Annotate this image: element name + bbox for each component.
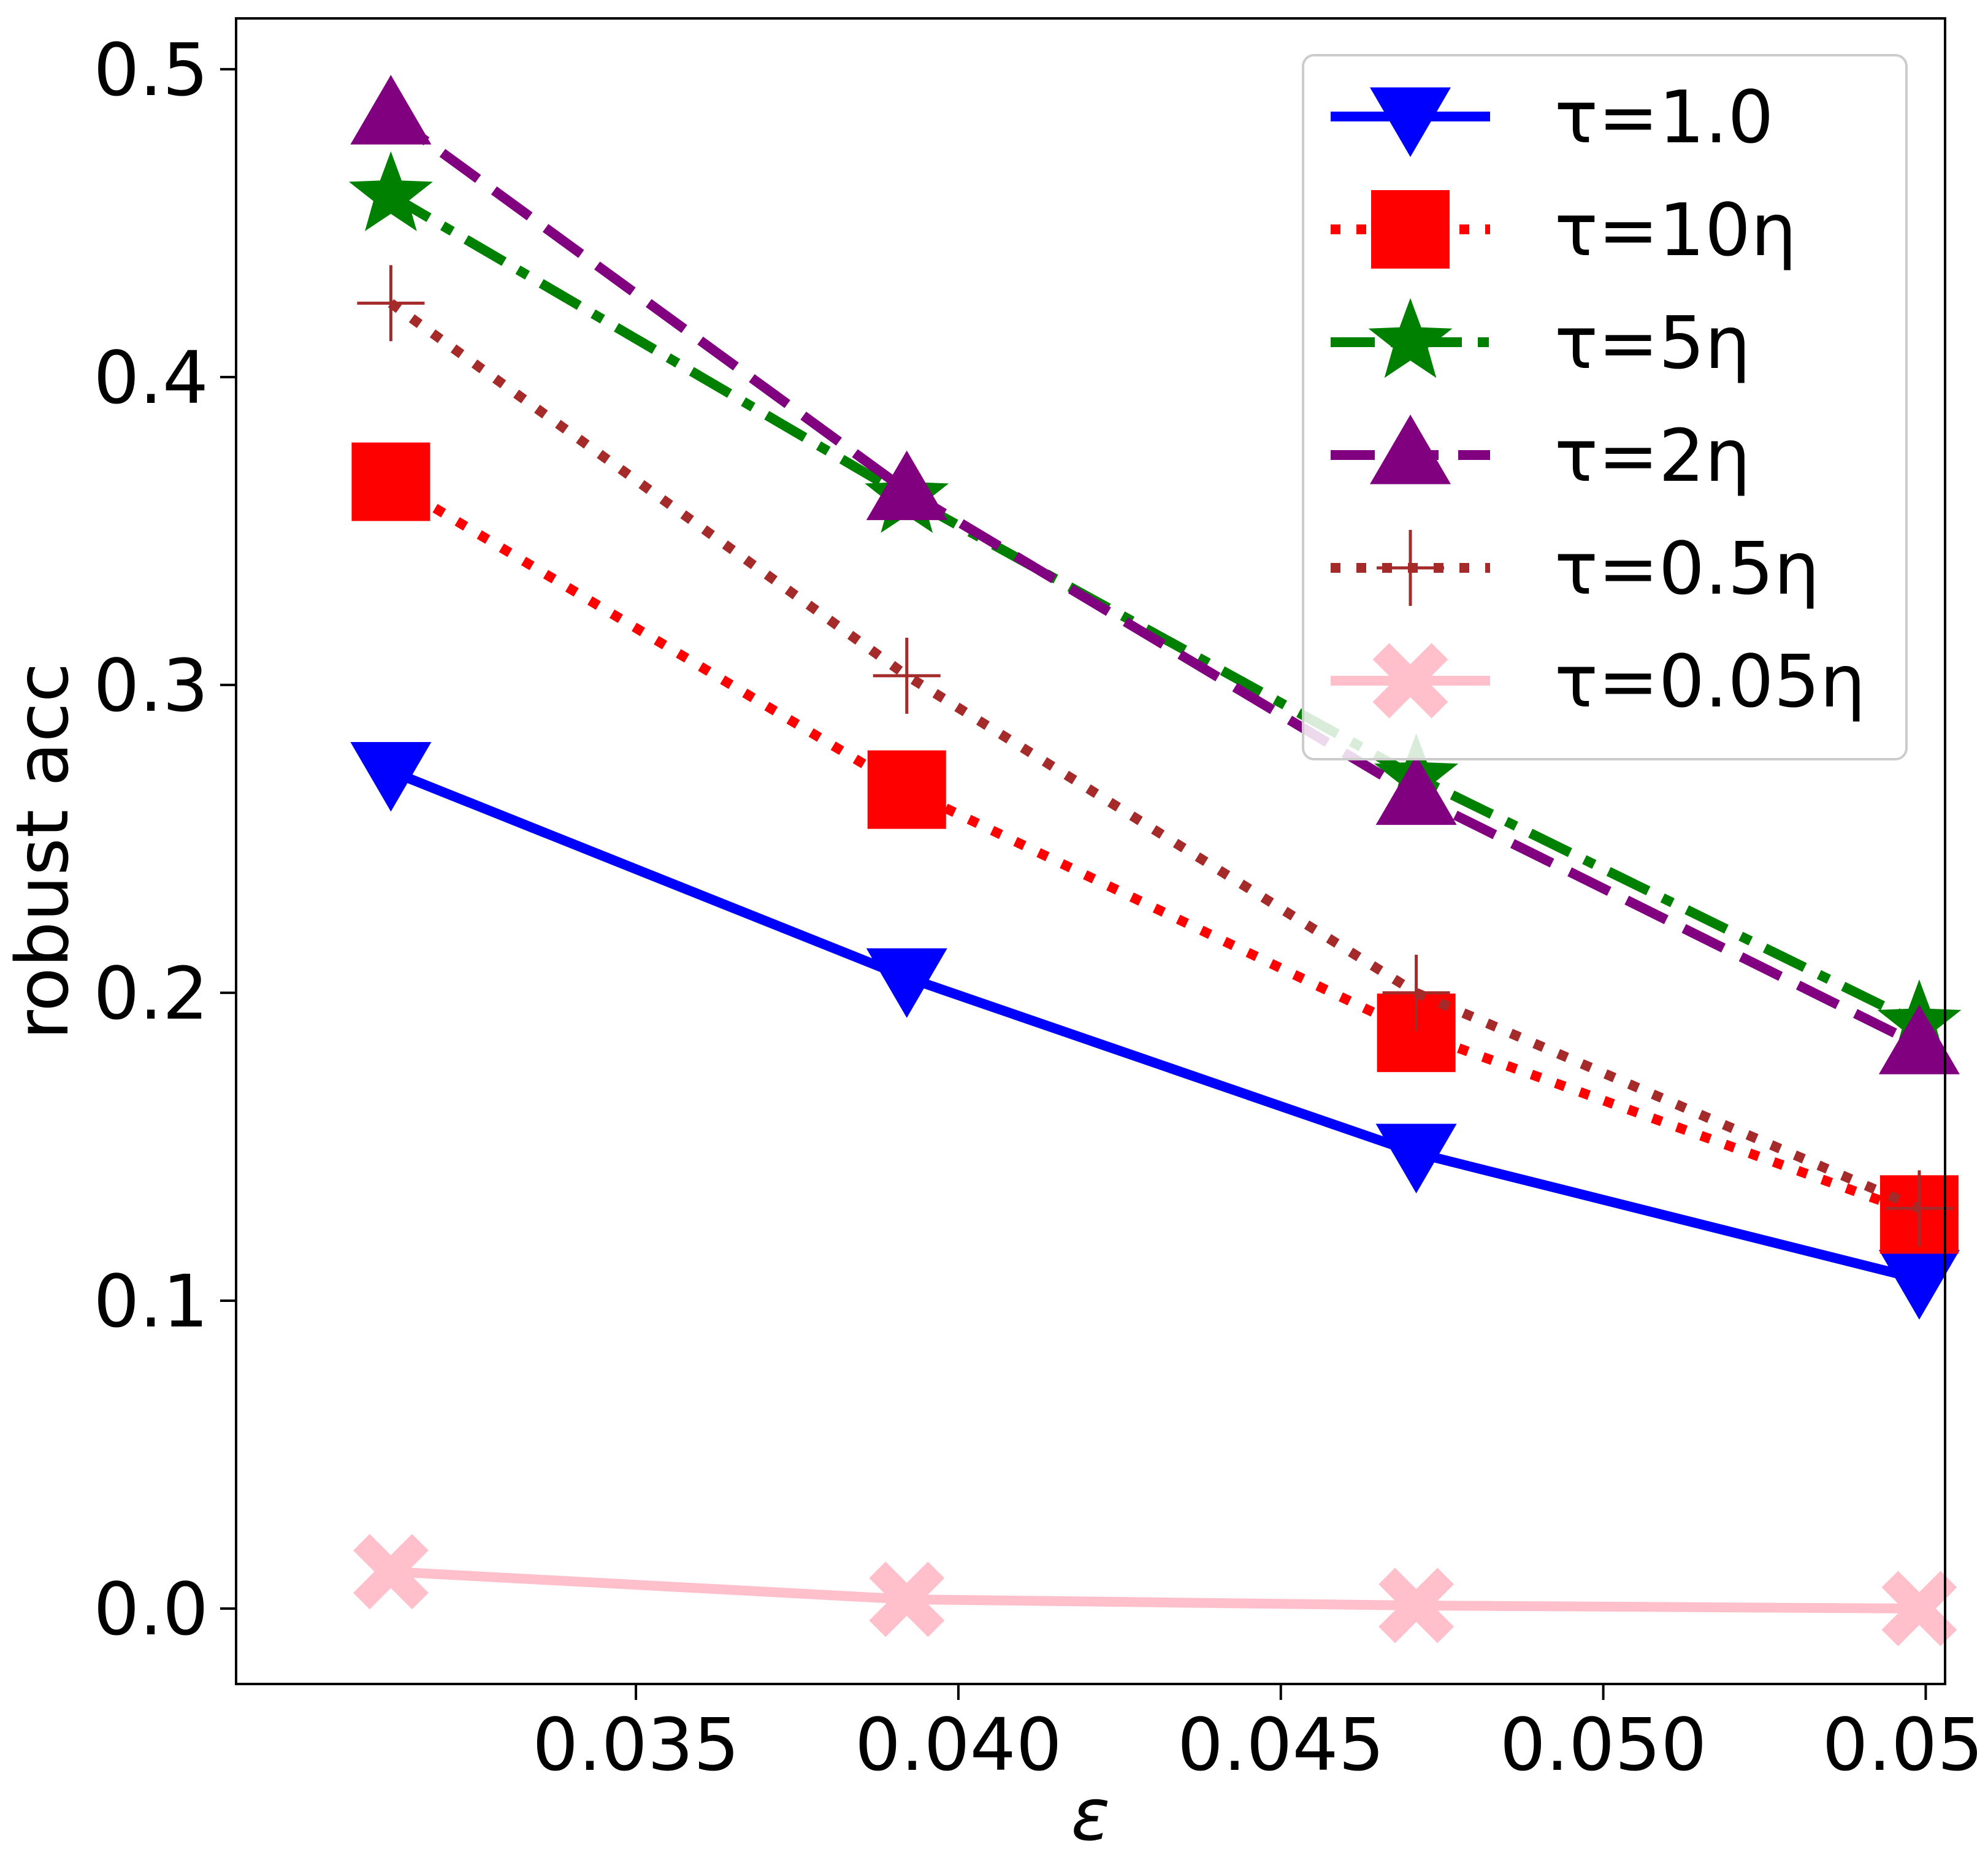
y-tick-label: 0.1 bbox=[93, 1259, 208, 1344]
legend-entry: τ=1.0 bbox=[1331, 75, 1774, 159]
series-layer bbox=[348, 75, 1962, 1647]
data-point-marker bbox=[357, 265, 425, 342]
x-tick-label: 0.050 bbox=[1500, 1702, 1707, 1787]
series-4 bbox=[357, 265, 1953, 1247]
marker-x-stroke-b bbox=[353, 1534, 429, 1610]
y-tick-label: 0.2 bbox=[93, 951, 208, 1036]
legend-entry: τ=2η bbox=[1331, 413, 1751, 498]
legend-box bbox=[1302, 54, 1908, 760]
legend-label: τ=0.05η bbox=[1554, 639, 1865, 724]
axis-ticks: 0.035 0.040 0.045 0.050 0.055 0.0 0.1 0.2 0.3 0.4… bbox=[93, 28, 1988, 1787]
y-tick-label: 0.5 bbox=[93, 28, 208, 112]
marker-x-stroke-b bbox=[1378, 1567, 1455, 1644]
data-point-marker bbox=[869, 1561, 945, 1637]
data-point-marker bbox=[866, 450, 947, 521]
data-point-marker bbox=[353, 1534, 429, 1610]
legend-marker bbox=[1370, 415, 1451, 484]
y-tick-label: 0.4 bbox=[93, 335, 208, 420]
legend-label: τ=10η bbox=[1554, 188, 1797, 272]
series-line bbox=[388, 299, 1922, 1213]
series-3 bbox=[350, 75, 1960, 1074]
legend-label: τ=0.5η bbox=[1554, 526, 1819, 611]
series-line bbox=[390, 1566, 1919, 1613]
data-point-marker bbox=[866, 948, 947, 1018]
legend-marker bbox=[1370, 87, 1451, 157]
data-point-marker bbox=[1878, 1005, 1960, 1074]
legend-marker bbox=[1368, 298, 1453, 378]
series-5 bbox=[353, 1534, 1957, 1647]
series-line bbox=[388, 477, 1921, 1219]
legend-entry: τ=10η bbox=[1331, 188, 1797, 272]
y-tick-label: 0.0 bbox=[93, 1567, 208, 1651]
series-0 bbox=[350, 741, 1960, 1320]
x-tick-label: 0.045 bbox=[1177, 1702, 1385, 1787]
legend-label: τ=2η bbox=[1554, 413, 1751, 498]
data-point-marker bbox=[350, 75, 432, 145]
data-point-marker bbox=[348, 151, 433, 231]
data-point-marker bbox=[873, 637, 941, 714]
data-point-marker bbox=[1881, 1571, 1957, 1647]
data-point-marker bbox=[1375, 755, 1457, 825]
data-point-marker bbox=[867, 750, 946, 829]
marker-x-stroke-b bbox=[1372, 643, 1448, 719]
y-axis-label: robust acc bbox=[0, 662, 85, 1039]
y-tick-label: 0.3 bbox=[93, 643, 208, 728]
legend-entry: τ=0.5η bbox=[1331, 526, 1819, 611]
data-point-marker bbox=[1375, 1123, 1457, 1193]
legend-marker bbox=[1377, 530, 1444, 606]
data-point-marker bbox=[351, 442, 430, 521]
x-tick-label: 0.055 bbox=[1822, 1702, 1988, 1787]
series-line bbox=[388, 191, 1922, 1028]
marker-x-stroke-b bbox=[1881, 1571, 1957, 1647]
legend: τ=1.0 τ=10η τ=5η τ=2η τ=0.5η τ=0.05η bbox=[1302, 54, 1908, 760]
series-line bbox=[388, 111, 1922, 1050]
legend-marker bbox=[1371, 190, 1450, 269]
x-tick-label: 0.035 bbox=[532, 1702, 740, 1787]
legend-entry: τ=5η bbox=[1331, 298, 1751, 385]
data-point-marker bbox=[350, 741, 432, 812]
legend-marker bbox=[1372, 643, 1448, 719]
data-point-marker bbox=[1878, 1250, 1960, 1320]
legend-label: τ=1.0 bbox=[1554, 75, 1774, 159]
legend-label: τ=5η bbox=[1554, 300, 1751, 385]
marker-x-stroke-b bbox=[869, 1561, 945, 1637]
x-axis-label: ε bbox=[1071, 1772, 1111, 1857]
data-point-marker bbox=[1378, 1567, 1455, 1644]
plot-frame bbox=[235, 17, 1946, 1685]
data-point-marker bbox=[1885, 1170, 1953, 1247]
data-point-marker bbox=[1382, 954, 1450, 1031]
legend-entry: τ=0.05η bbox=[1331, 639, 1865, 724]
series-line bbox=[389, 767, 1921, 1284]
x-tick-label: 0.040 bbox=[855, 1702, 1062, 1787]
